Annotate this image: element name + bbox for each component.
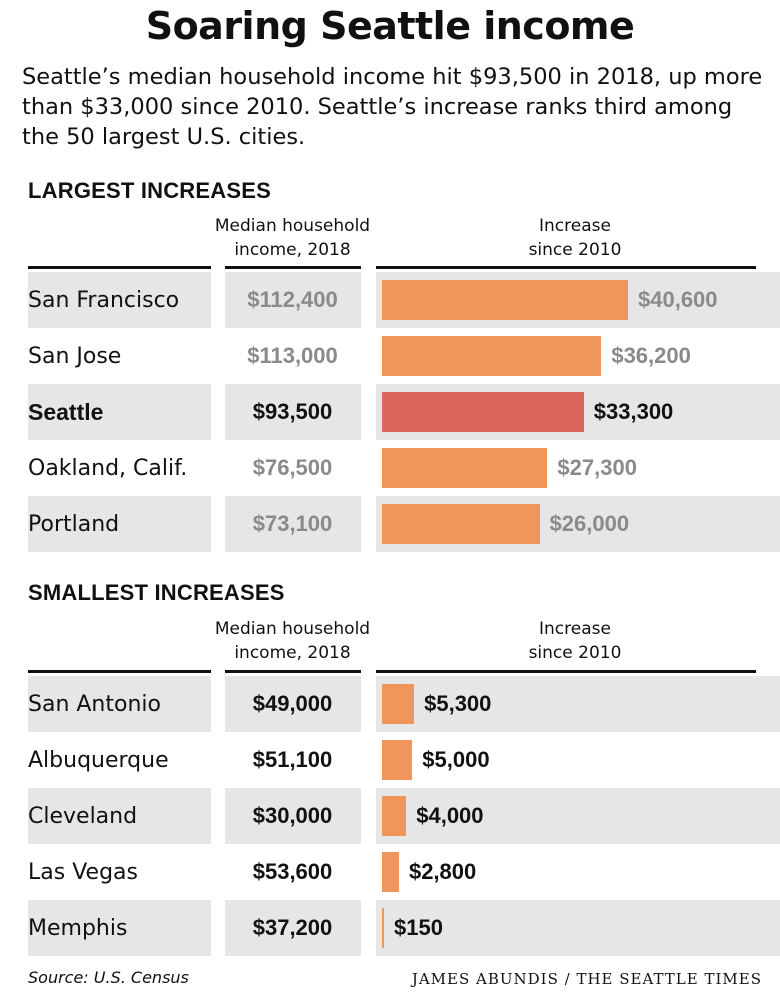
income-header-line1: Median household [214,216,371,236]
row-shading [28,272,211,328]
bar-row: $36,200 [376,328,780,384]
row-shading [225,788,361,844]
increase-bar [382,448,548,488]
income-value: $30,000 [252,803,333,828]
bar-row: $33,300 [376,384,780,440]
section-title-smallest: SMALLEST INCREASES [28,580,285,605]
bar-row: $5,000 [376,732,780,788]
row-shading [28,900,211,956]
increase-column-header: Increase since 2010 [470,214,680,262]
increase-value-label: $36,200 [611,343,691,368]
increase-column-header-2: Increase since 2010 [470,617,680,665]
row-shading [225,272,361,328]
source-note: Source: U.S. Census [28,968,189,987]
income-column-header: Median household income, 2018 [200,214,385,262]
income-value: $113,000 [247,343,338,368]
bar-row: $4,000 [376,788,780,844]
bar-row: $40,600 [376,272,780,328]
city-label: San Francisco [28,287,180,313]
income-value: $93,500 [252,399,333,424]
increase-value-label: $4,000 [416,803,484,828]
increase-value-label: $150 [394,915,443,940]
increase-bar [382,392,584,432]
increase-header-line1: Increase [539,216,611,236]
income-header-line2: income, 2018 [234,240,351,260]
income-value: $73,100 [252,511,333,536]
bar-row: $5,300 [376,676,780,732]
city-label: Seattle [28,398,104,425]
row-shading [376,676,780,732]
increase-value-label: $33,300 [593,399,674,424]
income-value: $49,000 [252,691,333,716]
city-label: San Antonio [28,691,161,717]
header-rule-city [28,266,211,269]
row-shading [28,788,211,844]
increase-bar [382,504,540,544]
row-shading [28,676,211,732]
header-rule-income-2 [225,670,361,673]
row-shading [225,900,361,956]
city-label: Albuquerque [28,747,169,773]
city-label: Memphis [28,915,128,941]
increase-value-label: $40,600 [638,287,718,312]
income-header-line2: income, 2018 [234,643,351,663]
increase-header-line2: since 2010 [528,643,622,663]
bar-row: $150 [376,900,780,956]
increase-bar [382,740,413,780]
header-rule-increase-2 [376,670,756,673]
row-shading [376,900,780,956]
bar-row: $27,300 [376,440,780,496]
row-shading [225,384,361,440]
increase-value-label: $27,300 [557,455,637,480]
credit-line: JAMES ABUNDIS / THE SEATTLE TIMES [411,970,762,988]
header-rule-income [225,266,361,269]
increase-bar [382,852,399,892]
income-value: $51,100 [252,747,333,772]
chart-subtitle: Seattle’s median household income hit $9… [22,64,763,150]
increase-bar [382,280,628,320]
increase-bar [382,796,407,836]
chart-title: Soaring Seattle income [145,4,635,48]
bar-row: $26,000 [376,496,780,552]
income-value: $76,500 [252,455,333,480]
increase-bar [382,336,602,376]
row-shading [225,676,361,732]
income-value: $53,600 [252,859,333,884]
city-label: Oakland, Calif. [28,455,188,481]
increase-value-label: $5,000 [422,747,490,772]
income-header-line1: Median household [214,619,371,639]
row-shading [28,496,211,552]
increase-value-label: $26,000 [549,511,630,536]
city-label: San Jose [28,343,122,369]
increase-value-label: $2,800 [408,859,477,884]
section-title-largest: LARGEST INCREASES [28,178,271,203]
increase-header-line2: since 2010 [528,240,622,260]
bar-row: $2,800 [376,844,780,900]
header-rule-city-2 [28,670,211,673]
row-shading [28,384,211,440]
row-shading [376,788,780,844]
header-rule-increase [376,266,756,269]
income-value: $37,200 [252,915,333,940]
city-label: Las Vegas [28,859,138,885]
increase-value-label: $5,300 [424,691,492,716]
row-shading [225,496,361,552]
increase-bar [382,908,384,948]
city-label: Cleveland [28,803,138,829]
income-value: $112,400 [247,287,338,312]
income-column-header-2: Median household income, 2018 [200,617,385,665]
increase-bar [382,684,415,724]
increase-header-line1: Increase [539,619,611,639]
city-label: Portland [28,511,120,537]
